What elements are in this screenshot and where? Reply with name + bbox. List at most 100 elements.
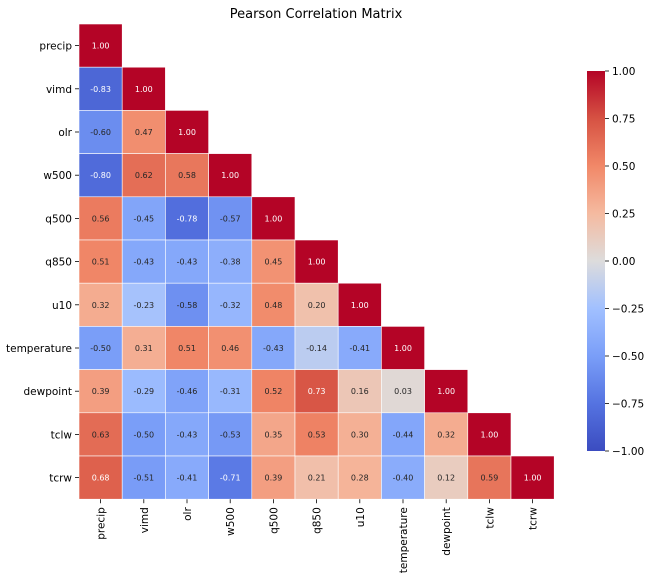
cell-value-label: 1.00 xyxy=(351,301,369,310)
cell-value-label: 0.31 xyxy=(135,344,153,353)
cell-value-label: -0.50 xyxy=(133,430,154,439)
colorbar-tick-label: 0.50 xyxy=(612,161,635,173)
heatmap-cell xyxy=(78,282,123,327)
heatmap-cell xyxy=(78,23,123,68)
cell-value-label: -0.45 xyxy=(133,214,154,223)
cell-value-label: -0.50 xyxy=(90,344,111,353)
heatmap-cell xyxy=(294,239,339,284)
heatmap-cell xyxy=(208,455,253,500)
cell-value-label: 0.39 xyxy=(92,387,110,396)
cell-value-label: -0.14 xyxy=(306,344,327,353)
y-tick-label: precip xyxy=(39,41,72,53)
cell-value-label: -0.53 xyxy=(220,430,241,439)
cell-value-label: -0.46 xyxy=(177,387,198,396)
heatmap-cell xyxy=(337,369,382,414)
heatmap-cell xyxy=(294,455,339,500)
cell-value-label: 0.53 xyxy=(308,430,326,439)
cell-value-label: -0.29 xyxy=(133,387,154,396)
colorbar: 1.00 0.75 0.50 0.25 0.00 −0.25 −0.50 −0.75 −1.00 xyxy=(587,66,644,458)
y-tick-label: q500 xyxy=(45,213,72,225)
heatmap-cell xyxy=(78,455,123,500)
y-tick-label: temperature xyxy=(6,343,72,355)
cell-value-label: -0.57 xyxy=(220,214,241,223)
heatmap-cell xyxy=(165,412,209,457)
cell-value-label: 1.00 xyxy=(264,214,282,223)
cell-value-label: 1.00 xyxy=(221,171,239,180)
cell-value-label: 0.32 xyxy=(437,430,455,439)
cell-value-label: 0.45 xyxy=(264,258,282,267)
heatmap-cell xyxy=(121,239,166,284)
y-tick-label: u10 xyxy=(52,300,72,312)
cell-value-label: 0.62 xyxy=(135,171,153,180)
heatmap-cell xyxy=(424,369,469,414)
cell-value-label: -0.43 xyxy=(177,430,198,439)
cell-value-label: -0.41 xyxy=(349,344,370,353)
heatmap-cell xyxy=(424,455,469,500)
heatmap-cell xyxy=(208,239,253,284)
cell-value-label: 1.00 xyxy=(394,344,412,353)
cell-value-label: 0.16 xyxy=(351,387,369,396)
cell-value-label: 0.68 xyxy=(92,474,110,483)
x-tick-label: vimd xyxy=(139,507,151,533)
y-tick-label: vimd xyxy=(46,84,72,96)
heatmap-cell xyxy=(121,282,166,327)
heatmap-cell xyxy=(510,455,555,500)
heatmap-cell xyxy=(121,66,166,111)
heatmap-cell xyxy=(294,412,339,457)
y-tick-label: q850 xyxy=(45,257,72,269)
cell-value-label: -0.23 xyxy=(133,301,154,310)
cell-value-label: 0.35 xyxy=(264,430,282,439)
y-axis-labels: precip vimd olr w500 q500 q850 u10 temperature d… xyxy=(6,41,79,485)
heatmap-cell xyxy=(78,66,123,111)
heatmap-cell xyxy=(208,196,253,241)
heatmap-cell xyxy=(78,412,123,457)
x-axis-labels: precip vimd olr w500 q500 q850 u10 temperature d… xyxy=(96,499,540,573)
x-tick-label: precip xyxy=(96,507,108,540)
cell-value-label: -0.78 xyxy=(177,214,198,223)
y-tick-label: tcrw xyxy=(49,473,72,485)
cell-value-label: -0.40 xyxy=(393,474,414,483)
cell-value-label: 1.00 xyxy=(437,387,455,396)
heatmap-cell xyxy=(165,110,209,154)
cell-value-label: 0.59 xyxy=(480,474,498,483)
heatmap-cell xyxy=(294,369,339,414)
cell-value-label: 0.46 xyxy=(221,344,239,353)
x-tick-label: dewpoint xyxy=(441,507,453,556)
cell-value-label: -0.83 xyxy=(90,85,111,94)
cell-value-label: 0.63 xyxy=(92,430,110,439)
cell-value-label: 0.52 xyxy=(264,387,282,396)
cell-value-label: 0.47 xyxy=(135,128,153,137)
cell-value-label: -0.31 xyxy=(220,387,241,396)
x-tick-label: q850 xyxy=(312,507,324,534)
cell-value-label: 0.32 xyxy=(92,301,110,310)
cell-value-label: -0.44 xyxy=(393,430,414,439)
heatmap-cell xyxy=(165,369,209,414)
cell-value-label: 0.51 xyxy=(178,344,196,353)
colorbar-tick-label: 1.00 xyxy=(612,66,635,78)
cell-value-label: 0.28 xyxy=(351,474,369,483)
colorbar-tick-label: −0.75 xyxy=(612,399,644,411)
cell-value-label: 0.48 xyxy=(264,301,282,310)
cell-value-label: 0.20 xyxy=(308,301,326,310)
cell-value-label: 0.12 xyxy=(437,474,455,483)
heatmap-cell xyxy=(78,110,123,154)
cell-value-label: 0.03 xyxy=(394,387,412,396)
cell-value-label: -0.60 xyxy=(90,128,111,137)
cell-value-label: -0.71 xyxy=(220,474,241,483)
cell-value-label: -0.38 xyxy=(220,258,241,267)
heatmap-cell xyxy=(208,282,253,327)
cell-value-label: 1.00 xyxy=(92,42,110,51)
heatmap-cell xyxy=(337,326,382,370)
heatmap-cell xyxy=(251,412,296,457)
cell-value-label: 1.00 xyxy=(178,128,196,137)
heatmap-cell xyxy=(121,412,166,457)
cell-value-label: 0.21 xyxy=(308,474,326,483)
cell-value-label: 0.30 xyxy=(351,430,369,439)
x-tick-label: q500 xyxy=(268,507,280,534)
heatmap-cell xyxy=(208,153,253,198)
cell-value-label: 0.51 xyxy=(92,258,110,267)
cell-value-label: -0.58 xyxy=(177,301,198,310)
colorbar-tick-label: −1.00 xyxy=(612,446,644,458)
colorbar-gradient xyxy=(587,71,605,451)
